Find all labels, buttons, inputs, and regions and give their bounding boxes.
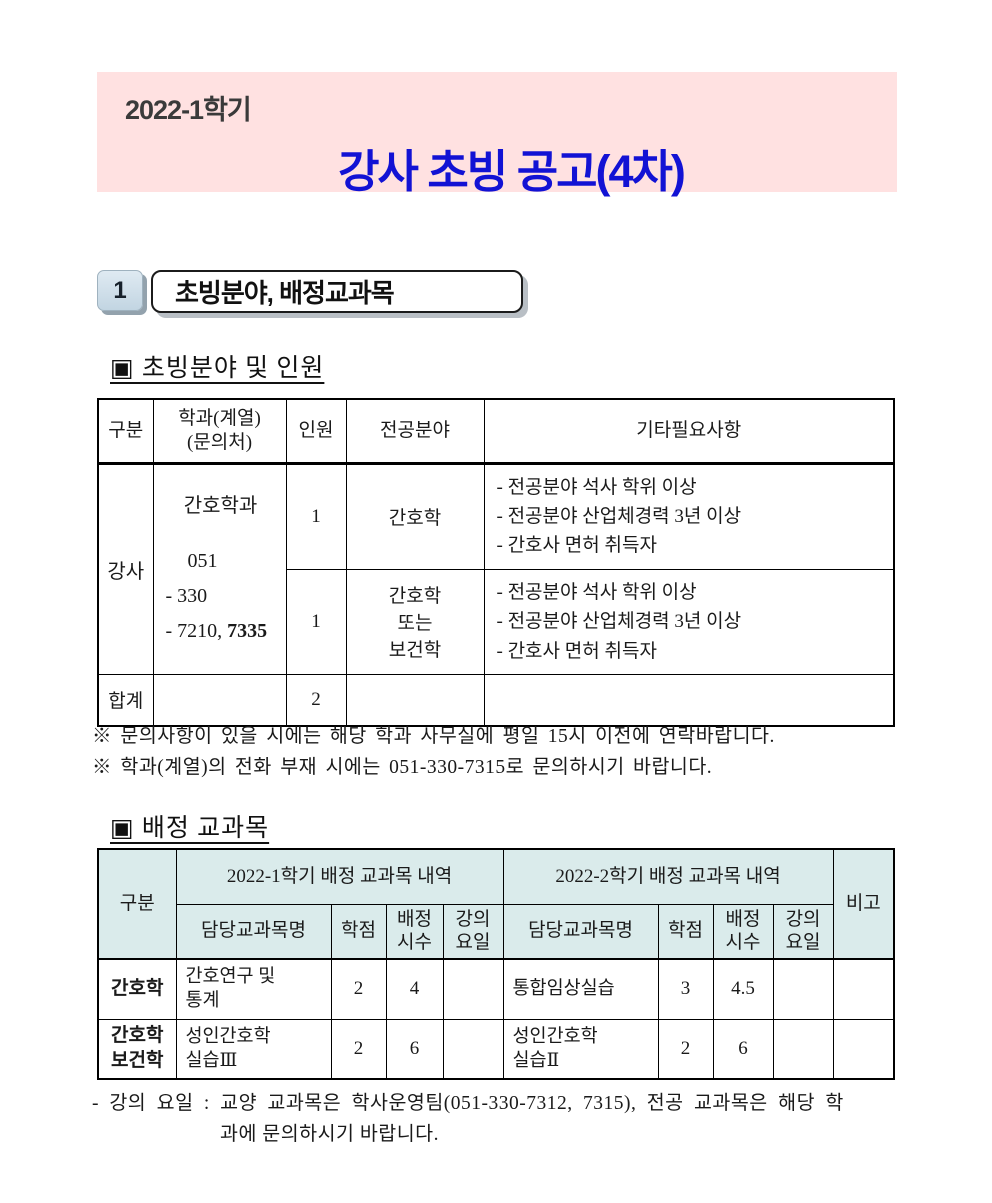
assignment-header-row1: 구분 2022-1학기 배정 교과목 내역 2022-2학기 배정 교과목 내역… xyxy=(97,848,895,960)
phone-bold: 7335 xyxy=(227,620,268,643)
category-cell: 간호학 보건학 xyxy=(97,1018,177,1080)
course-cell: 간호연구 및 통계 xyxy=(175,958,332,1020)
hours-cell: 6 xyxy=(712,1018,774,1080)
credit-cell: 2 xyxy=(657,1018,714,1080)
title-banner: 2022-1학기 강사 초빙 공고(4차) xyxy=(97,72,897,197)
day-cell xyxy=(442,1018,504,1080)
total-count-cell: 2 xyxy=(285,674,347,727)
course-cell: 성인간호학 실습Ⅱ xyxy=(502,1018,659,1080)
header-gubun: 구분 xyxy=(97,848,177,960)
table-row: 1 간호학 또는 보건학 - 전공분야 석사 학위 이상 - 전공분야 산업체경… xyxy=(98,568,895,676)
dept-cell: 간호학과 051 - 330 - 7210, 7335 xyxy=(152,462,287,676)
empty-cell xyxy=(345,674,485,727)
header-day: 강의 요일 xyxy=(772,903,834,960)
requirements-cell: - 전공분야 석사 학위 이상 - 전공분야 산업체경력 3년 이상 - 간호사… xyxy=(483,568,895,676)
course-cell: 성인간호학 실습Ⅲ xyxy=(175,1018,332,1080)
footnote-block: - 강의 요일 : 교양 교과목은 학사운영팀(051-330-7312, 73… xyxy=(92,1088,932,1150)
header-dept: 학과(계열) (문의처) xyxy=(152,398,287,465)
document-title: 강사 초빙 공고(4차) xyxy=(338,146,686,197)
hours-cell: 6 xyxy=(385,1018,444,1080)
table-row: 간호학 보건학 성인간호학 실습Ⅲ 2 6 성인간호학 실습Ⅱ 2 6 xyxy=(97,1018,895,1080)
header-count: 인원 xyxy=(285,398,347,465)
header-day: 강의 요일 xyxy=(442,903,504,960)
phone-line: - 330 xyxy=(165,585,208,608)
assignment-table: 구분 2022-1학기 배정 교과목 내역 2022-2학기 배정 교과목 내역… xyxy=(97,848,896,1080)
header-etc: 기타필요사항 xyxy=(483,398,895,465)
header-hours: 배정 시수 xyxy=(712,903,774,960)
category-cell: 간호학 xyxy=(97,958,177,1020)
recruitment-subheading: ▣ 초빙분야 및 인원 xyxy=(110,355,325,382)
header-gubun: 구분 xyxy=(97,398,154,465)
phone-line: 051 xyxy=(187,550,218,573)
footnote-line: - 강의 요일 : 교양 교과목은 학사운영팀(051-330-7312, 73… xyxy=(92,1093,844,1114)
header-credit: 학점 xyxy=(330,903,387,960)
table-row: 강사 간호학과 051 - 330 - 7210, 7335 1 간호학 - 전… xyxy=(97,462,895,676)
header-note: 비고 xyxy=(832,848,895,960)
count-cell: 1 xyxy=(285,462,347,570)
dept-name: 간호학과 xyxy=(183,495,258,518)
recruitment-table-header-row: 구분 학과(계열) (문의처) 인원 전공분야 기타필요사항 xyxy=(97,398,895,465)
section-heading: 1 초빙분야, 배정교과목 xyxy=(97,270,523,313)
assignment-header-row2: 담당교과목명 학점 배정 시수 강의 요일 담당교과목명 학점 배정 시수 강의… xyxy=(98,903,894,960)
section-title: 초빙분야, 배정교과목 xyxy=(151,270,523,313)
note-cell xyxy=(832,1018,895,1080)
hours-cell: 4.5 xyxy=(712,958,774,1020)
requirements-cell: - 전공분야 석사 학위 이상 - 전공분야 산업체경력 3년 이상 - 간호사… xyxy=(483,462,895,570)
header-sem1: 2022-1학기 배정 교과목 내역 xyxy=(175,848,504,905)
header-major: 전공분야 xyxy=(345,398,485,465)
header-credit: 학점 xyxy=(657,903,714,960)
major-cell: 간호학 또는 보건학 xyxy=(345,568,485,676)
section-number-badge: 1 xyxy=(97,270,143,311)
note-cell xyxy=(832,958,895,1020)
table-row: 간호학 간호연구 및 통계 2 4 통합임상실습 3 4.5 xyxy=(97,958,895,1020)
assignment-subheading: ▣ 배정 교과목 xyxy=(110,815,270,842)
header-course: 담당교과목명 xyxy=(502,903,659,960)
day-cell xyxy=(772,958,834,1020)
dept-phone: 051 - 330 - 7210, 7335 xyxy=(160,544,282,649)
phone-prefix: - 7210, xyxy=(165,620,228,643)
recruitment-table: 구분 학과(계열) (문의처) 인원 전공분야 기타필요사항 강사 간호학과 0… xyxy=(97,398,895,727)
semester-label: 2022-1학기 xyxy=(125,95,252,125)
category-cell: 강사 xyxy=(97,462,154,676)
count-cell: 1 xyxy=(285,568,347,676)
day-cell xyxy=(442,958,504,1020)
footnote-line: 과에 문의하시기 바랍니다. xyxy=(220,1124,439,1146)
credit-cell: 3 xyxy=(657,958,714,1020)
header-course: 담당교과목명 xyxy=(175,903,332,960)
course-cell: 통합임상실습 xyxy=(502,958,659,1020)
empty-cell xyxy=(152,674,287,727)
header-sem2: 2022-2학기 배정 교과목 내역 xyxy=(502,848,834,905)
total-label-cell: 합계 xyxy=(97,674,154,727)
credit-cell: 2 xyxy=(330,958,387,1020)
hours-cell: 4 xyxy=(385,958,444,1020)
note-line: ※ 문의사항이 있을 시에는 해당 학과 사무실에 평일 15시 이전에 연락바… xyxy=(92,726,775,747)
note-line: ※ 학과(계열)의 전화 부재 시에는 051-330-7315로 문의하시기 … xyxy=(92,756,713,778)
total-row: 합계 2 xyxy=(97,674,895,727)
day-cell xyxy=(772,1018,834,1080)
phone-line: - 7210, 7335 xyxy=(166,614,282,649)
major-cell: 간호학 xyxy=(345,462,485,570)
header-hours: 배정 시수 xyxy=(385,903,444,960)
empty-cell xyxy=(483,674,895,727)
notes-block: ※ 문의사항이 있을 시에는 해당 학과 사무실에 평일 15시 이전에 연락바… xyxy=(92,722,922,784)
credit-cell: 2 xyxy=(330,1018,387,1080)
